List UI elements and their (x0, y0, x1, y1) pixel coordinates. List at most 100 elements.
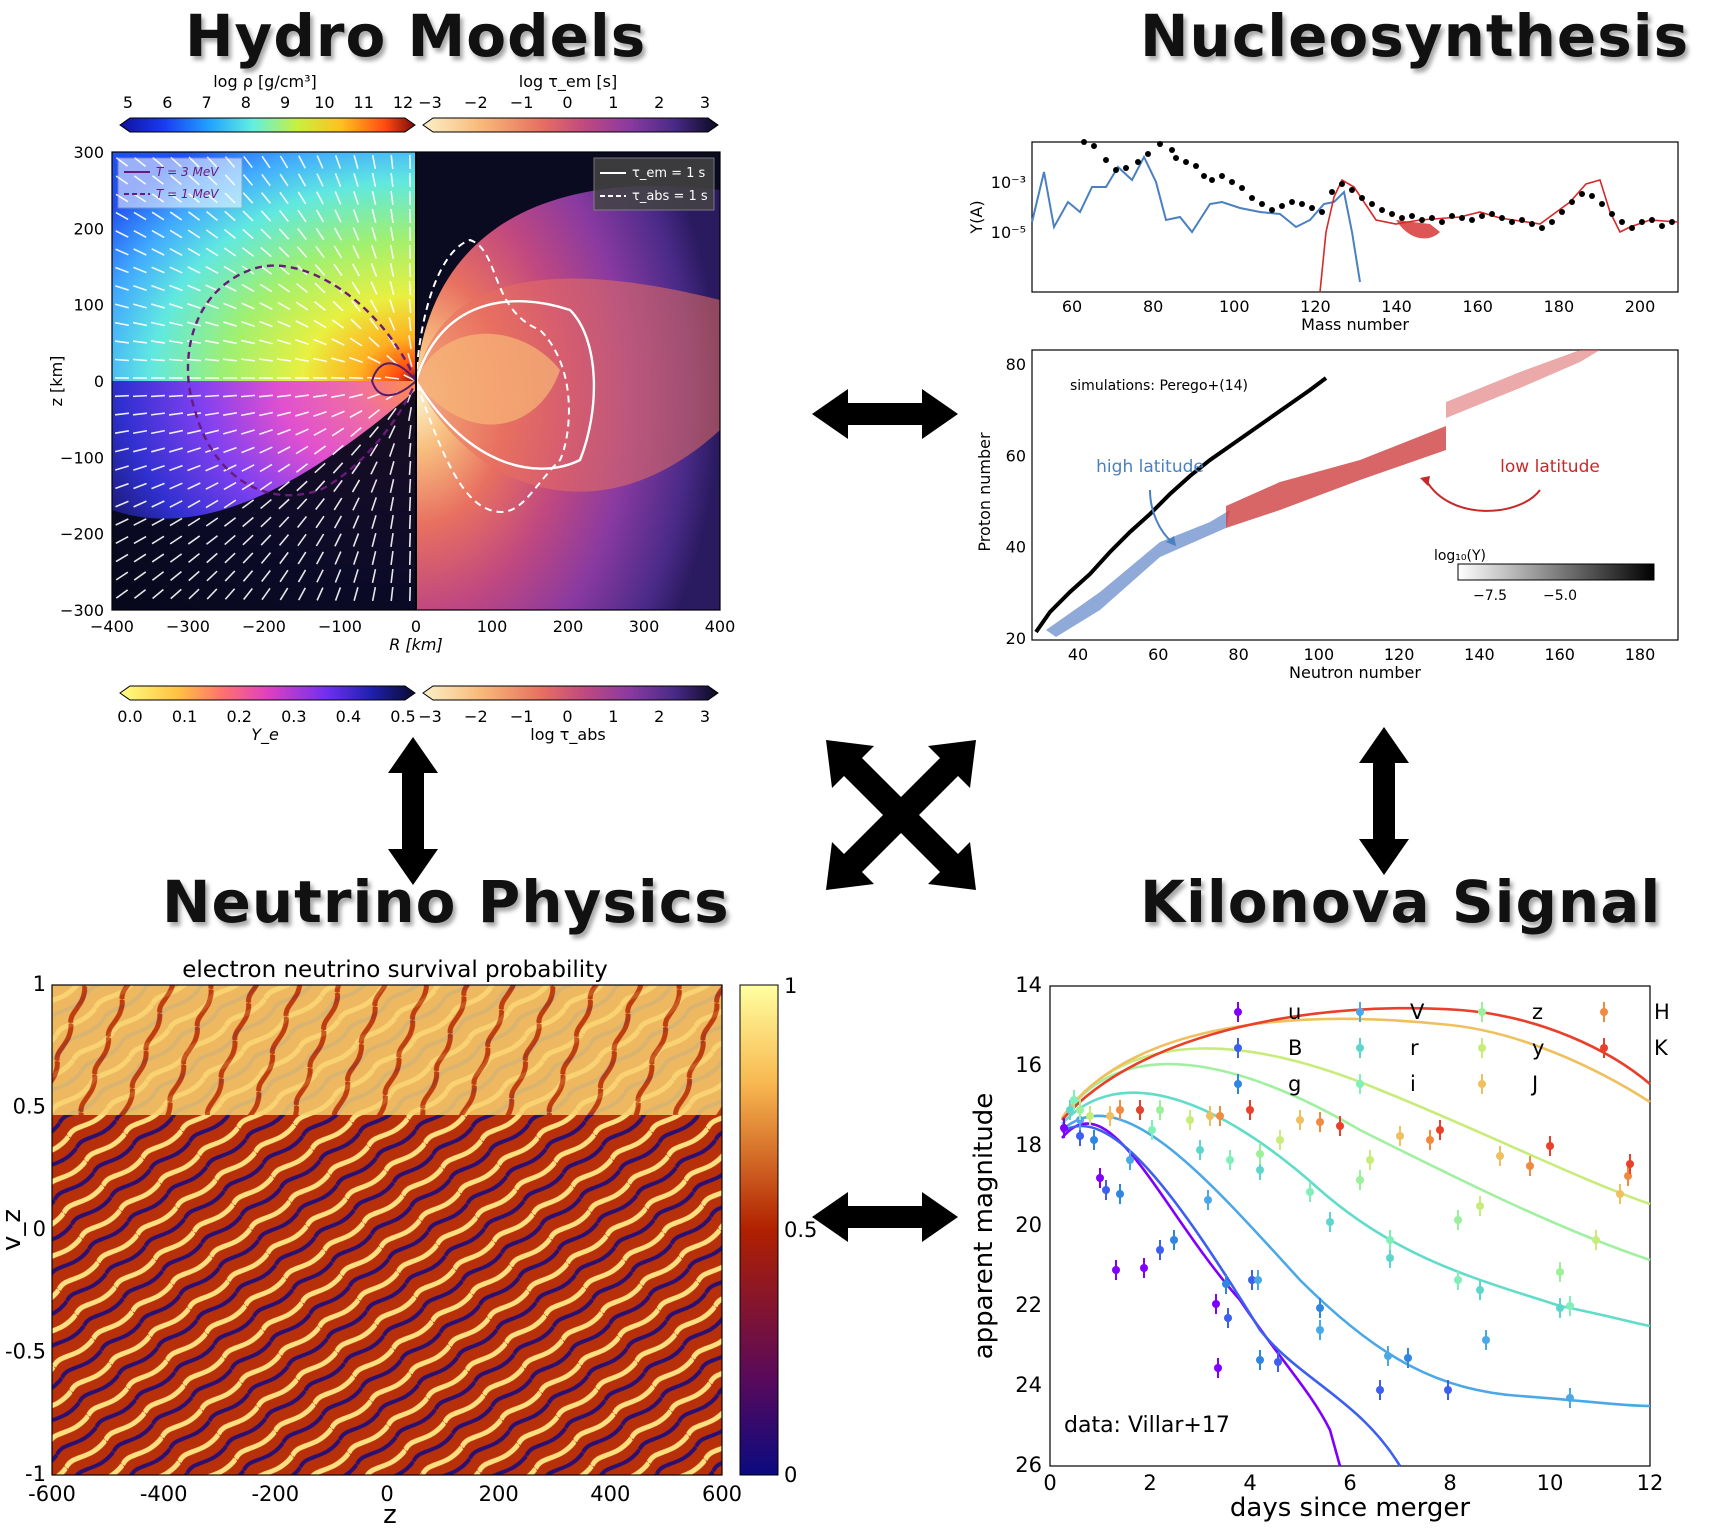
legend-marker-J (1478, 1080, 1486, 1088)
cb-tem-tick-0: −3 (418, 93, 442, 112)
neutrino-ytick-0: 1 (33, 972, 46, 996)
perego-annotation: simulations: Perego+(14) (1070, 378, 1248, 394)
obs-point-62 (1116, 1106, 1124, 1114)
abundance-point-17 (1319, 209, 1325, 215)
title-nucleosynthesis: Nucleosynthesis (1140, 2, 1690, 70)
cb-rho-tick-3: 8 (241, 93, 251, 112)
nucleo-top-xtick-6: 180 (1544, 297, 1575, 316)
abundance-point-45 (1599, 201, 1605, 207)
cb-rho-bar (119, 117, 416, 133)
obs-point-34 (1386, 1254, 1394, 1262)
nucleo-bot-ytick-3: 20 (1006, 629, 1026, 648)
tem-contour (414, 299, 596, 470)
survival-colorbar (739, 984, 779, 1476)
abundance-point-5 (1201, 173, 1207, 179)
legend-marker-y (1478, 1044, 1486, 1052)
abundance-point-25 (1399, 215, 1405, 221)
abundance-point-57 (1123, 165, 1129, 171)
obs-point-44 (1076, 1106, 1084, 1114)
abundance-point-32 (1469, 217, 1475, 223)
cb-rho-tick-6: 11 (354, 93, 374, 112)
t3-contour (370, 362, 417, 397)
legend-marker-g (1234, 1080, 1242, 1088)
cb-ye-tick-4: 0.4 (336, 707, 361, 726)
kilonova-legend: uBg Vri zyJ HK (1234, 1000, 1670, 1096)
abundance-point-13 (1279, 203, 1285, 209)
nucleo-bot-xtick-5: 140 (1464, 645, 1495, 664)
obs-point-4 (1214, 1364, 1222, 1372)
arrow-neutrino-kilonova (812, 1192, 958, 1242)
cb-rho-tick-2: 7 (201, 93, 211, 112)
obs-point-1 (1096, 1174, 1104, 1182)
nucleo-top-xlabel: Mass number (1301, 315, 1409, 334)
obs-point-58 (1296, 1116, 1304, 1124)
kilonova-ytick-4: 22 (1015, 1293, 1042, 1317)
obs-point-11 (1274, 1358, 1282, 1366)
abundance-point-35 (1499, 215, 1505, 221)
abundance-point-55 (1103, 157, 1109, 163)
model-curve-5 (1060, 1047, 1651, 1206)
neutrino-xtick-5: 400 (590, 1482, 630, 1506)
hydro-xtick-7: 300 (629, 617, 660, 636)
obs-point-61 (1616, 1190, 1624, 1198)
kilonova-xtick-1: 2 (1143, 1471, 1156, 1495)
abundance-point-20 (1349, 187, 1355, 193)
arrow-nucleo-kilonova (1359, 727, 1409, 875)
abundance-point-41 (1559, 209, 1565, 215)
abundance-point-43 (1579, 191, 1585, 197)
blue-abundance-line (1031, 154, 1361, 283)
cb-tem-tick-2: −1 (510, 93, 534, 112)
kilonova-xtick-6: 12 (1637, 1471, 1664, 1495)
cb-ye-tick-3: 0.3 (281, 707, 306, 726)
obs-point-36 (1556, 1304, 1564, 1312)
nucleo-top-ytick-1: 10⁻³ (991, 173, 1026, 192)
abundance-point-3 (1183, 159, 1189, 165)
nucleo-top-xtick-5: 160 (1462, 297, 1493, 316)
hydro-xlabel: R [km] (389, 635, 443, 654)
neutrino-cb-tick-1: 1 (784, 974, 797, 998)
obs-point-73 (1626, 1160, 1634, 1168)
cb-tem-ticks: −3 −2 −1 0 1 2 3 (418, 93, 710, 112)
obs-point-69 (1246, 1106, 1254, 1114)
hydro-xtick-5: 100 (477, 617, 508, 636)
obs-point-9 (1224, 1314, 1232, 1322)
abundance-point-46 (1609, 211, 1615, 217)
neutrino-xlabel: z (383, 1500, 397, 1530)
model-curve-7 (1061, 1006, 1651, 1121)
hydro-xtick-3: −100 (318, 617, 362, 636)
abundance-point-21 (1359, 195, 1365, 201)
obs-point-72 (1546, 1142, 1554, 1150)
high-latitude-label: high latitude (1096, 457, 1204, 477)
obs-point-33 (1326, 1218, 1334, 1226)
obs-point-38 (1148, 1126, 1156, 1134)
hydro-plot: T = 3 MeV T = 1 MeV τ_em = 1 s τ_abs = 1… (111, 151, 721, 611)
hydro-xtick-4: 0 (411, 617, 421, 636)
hydro-ytick-0: 300 (73, 143, 104, 162)
nucleo-bot-xtick-0: 40 (1068, 645, 1088, 664)
abundance-point-59 (1145, 151, 1151, 157)
abundance-point-9 (1239, 185, 1245, 191)
hydro-x-ticks: −400 −300 −200 −100 0 100 200 300 400 (90, 617, 735, 636)
obs-point-48 (1454, 1216, 1462, 1224)
kilonova-ytick-3: 20 (1015, 1213, 1042, 1237)
abundance-point-47 (1619, 219, 1625, 225)
kilonova-xtick-5: 10 (1537, 1471, 1564, 1495)
cb-rho-label: log ρ [g/cm³] (213, 72, 317, 91)
obs-point-46 (1256, 1150, 1264, 1158)
abundance-point-27 (1419, 217, 1425, 223)
neutrino-cb-tick-2: 0.5 (784, 1218, 817, 1242)
obs-point-23 (1204, 1196, 1212, 1204)
nucleo-cb-tick-2: −5.0 (1543, 588, 1577, 604)
title-neutrino-physics: Neutrino Physics (162, 868, 730, 936)
obs-point-39 (1226, 1156, 1234, 1164)
obs-point-60 (1496, 1152, 1504, 1160)
abundance-point-15 (1299, 201, 1305, 207)
kilonova-xtick-0: 0 (1043, 1471, 1056, 1495)
nucleo-bot-xtick-1: 60 (1148, 645, 1168, 664)
legend-label-H: H (1654, 1000, 1670, 1024)
nucleo-top-xtick-3: 120 (1300, 297, 1331, 316)
obs-point-54 (1476, 1202, 1484, 1210)
cb-rho-tick-1: 6 (162, 93, 172, 112)
arrow-hydro-nucleo (812, 389, 958, 439)
abundance-point-58 (1135, 159, 1141, 165)
